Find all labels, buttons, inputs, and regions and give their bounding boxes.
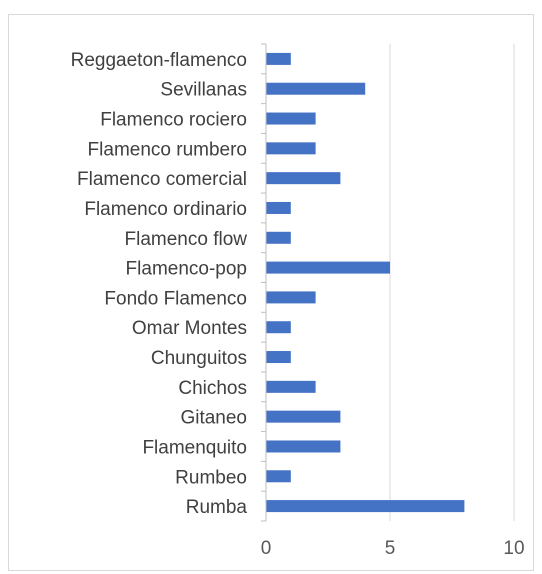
category-label: Chichos bbox=[178, 378, 247, 399]
category-label: Sevillanas bbox=[160, 80, 247, 101]
category-label: Gitaneo bbox=[180, 408, 247, 429]
bar bbox=[266, 231, 291, 244]
bar bbox=[266, 380, 316, 393]
bar bbox=[266, 500, 465, 513]
bar bbox=[266, 82, 366, 95]
bar bbox=[266, 291, 316, 304]
category-label: Omar Montes bbox=[132, 318, 247, 339]
bar bbox=[266, 410, 341, 423]
bar bbox=[266, 351, 291, 364]
category-label: Flamenco rumbero bbox=[88, 139, 247, 160]
bar bbox=[266, 470, 291, 483]
x-tick-labels: 0 5 10 bbox=[261, 538, 525, 559]
category-labels: Reggaeton-flamenco Sevillanas Flamenco roc… bbox=[71, 50, 248, 518]
category-label: Reggaeton-flamenco bbox=[71, 50, 247, 71]
bar bbox=[266, 321, 291, 334]
category-label: Flamenco-pop bbox=[126, 259, 247, 280]
category-label: Rumbeo bbox=[175, 467, 247, 488]
bar bbox=[266, 172, 341, 185]
gridlines bbox=[389, 44, 515, 521]
bars bbox=[266, 52, 465, 513]
chart-border bbox=[8, 14, 534, 571]
bar bbox=[266, 261, 390, 274]
category-label: Chunguitos bbox=[151, 348, 247, 369]
bar bbox=[266, 440, 341, 453]
bar bbox=[266, 142, 316, 155]
category-label: Flamenco comercial bbox=[77, 169, 247, 190]
category-label: Flamenco flow bbox=[125, 229, 248, 250]
x-tick-label: 5 bbox=[385, 538, 396, 559]
bar bbox=[266, 112, 316, 125]
category-label: Flamenquito bbox=[142, 437, 247, 458]
category-label: Flamenco rociero bbox=[100, 110, 247, 131]
category-label: Rumba bbox=[186, 497, 248, 518]
y-axis bbox=[261, 43, 267, 522]
x-tick-label: 10 bbox=[503, 538, 524, 559]
category-label: Fondo Flamenco bbox=[104, 288, 247, 309]
bar bbox=[266, 201, 291, 214]
category-label: Flamenco ordinario bbox=[84, 199, 247, 220]
bar bbox=[266, 52, 291, 65]
x-tick-label: 0 bbox=[261, 538, 272, 559]
